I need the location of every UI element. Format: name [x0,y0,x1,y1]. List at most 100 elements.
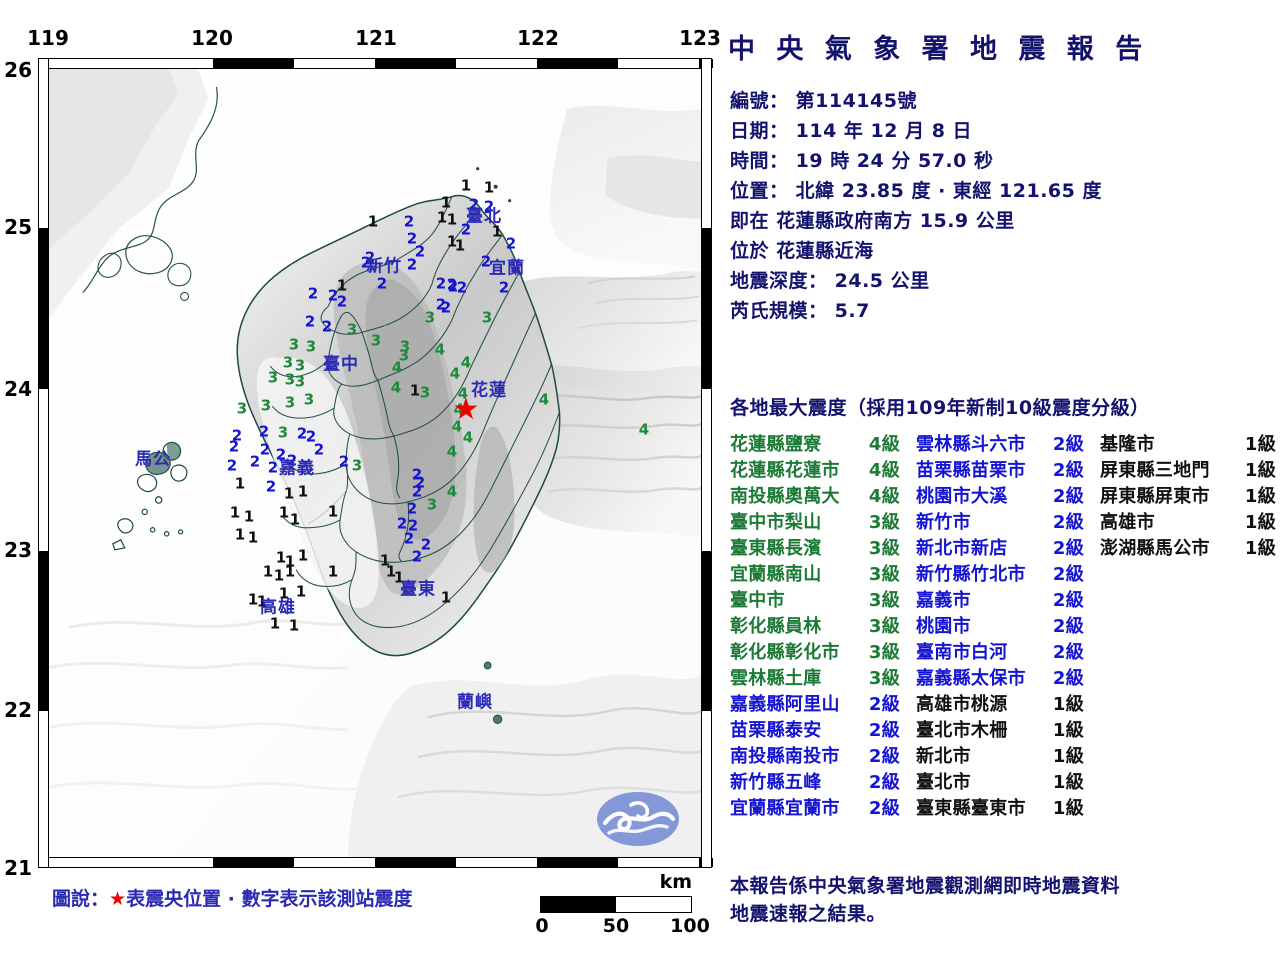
latitude-axis-labels: 26 25 24 23 22 21 [0,0,36,960]
intensity-row: 新北市 1級 [916,742,1100,768]
intensity-level: 3級 [868,512,900,533]
info-value-location: 北緯 23.85 度 · 東經 121.65 度 [795,180,1102,202]
intensity-level: 1級 [1052,746,1084,767]
info-label-relative: 即在 [730,210,770,232]
intensity-level: 3級 [868,538,900,559]
info-label-number: 編號： [730,90,789,112]
intensity-level: 3級 [868,642,900,663]
intensity-row: 雲林縣斗六市 2級 [916,430,1100,456]
intensity-level: 1級 [1052,720,1084,741]
lon-tick-122: 122 [517,26,559,50]
intensity-place: 嘉義市 [916,590,971,611]
info-value-time: 19 時 24 分 57.0 秒 [795,150,994,172]
intensity-place: 花蓮縣鹽寮 [730,434,822,455]
intensity-level: 3級 [868,668,900,689]
intensity-row: 新北市新店 2級 [916,534,1100,560]
intensity-level: 1級 [1052,694,1084,715]
intensity-section-title: 各地最大震度（採用109年新制10級震度分級） [730,397,1150,419]
intensity-place: 臺中市 [730,590,785,611]
intensity-row: 澎湖縣馬公市 1級 [1100,534,1280,560]
intensity-row: 屏東縣三地門 1級 [1100,456,1280,482]
intensity-place: 臺南市白河 [916,642,1008,663]
info-row-depth: 地震深度： 24.5 公里 [730,266,1278,296]
intensity-row: 臺北市 1級 [916,768,1100,794]
intensity-level: 2級 [1052,564,1084,585]
intensity-place: 新竹市 [916,512,971,533]
intensity-row: 宜蘭縣南山 3級 [730,560,916,586]
lat-tick-21: 21 [4,856,32,880]
info-row-number: 編號： 第114145號 [730,86,1278,116]
intensity-row: 臺東縣臺東市 1級 [916,794,1100,820]
info-value-magnitude: 5.7 [834,300,870,322]
intensity-row: 基隆市 1級 [1100,430,1280,456]
intensity-table: 花蓮縣鹽寮 4級 花蓮縣花蓮市 4級 南投縣奧萬大 4級 臺中市梨山 3級 臺東縣長濱 3級 宜蘭縣… [730,430,1280,820]
info-row-region: 位於 花蓮縣近海 [730,236,1278,266]
page-title: 中 央 氣 象 署 地 震 報 告 [728,34,1149,65]
info-label-depth: 地震深度： [730,270,828,292]
info-label-magnitude: 芮氏規模： [730,300,828,322]
report-panel: 中 央 氣 象 署 地 震 報 告 編號： 第114145號 日期： 114 年… [722,0,1280,960]
intensity-row: 宜蘭縣宜蘭市 2級 [730,794,916,820]
intensity-place: 苗栗縣泰安 [730,720,822,741]
intensity-row: 花蓮縣鹽寮 4級 [730,430,916,456]
intensity-place: 雲林縣斗六市 [916,434,1026,455]
intensity-place: 新竹縣五峰 [730,772,822,793]
intensity-level: 4級 [868,460,900,481]
intensity-row: 嘉義市 2級 [916,586,1100,612]
intensity-place: 苗栗縣苗栗市 [916,460,1026,481]
scalebar-tick-100: 100 [670,915,710,937]
intensity-level: 2級 [868,772,900,793]
info-row-location: 位置： 北緯 23.85 度 · 東經 121.65 度 [730,176,1278,206]
intensity-level: 1級 [1244,460,1276,481]
map-canvas[interactable] [49,69,701,857]
longitude-axis-labels: 119 120 121 122 123 [0,26,721,54]
intensity-level: 2級 [868,746,900,767]
scalebar-unit: km [659,871,692,893]
taiwan-map-graphic [49,69,701,857]
intensity-place: 基隆市 [1100,434,1155,455]
intensity-place: 南投縣南投市 [730,746,840,767]
intensity-column-2: 雲林縣斗六市 2級 苗栗縣苗栗市 2級 桃園市大溪 2級 新竹市 2級 新北市新店 2級 新竹縣竹北… [916,430,1100,820]
intensity-level: 3級 [868,616,900,637]
lat-tick-25: 25 [4,215,32,239]
intensity-level: 4級 [868,486,900,507]
intensity-row: 新竹縣五峰 2級 [730,768,916,794]
lat-tick-22: 22 [4,698,32,722]
intensity-row: 雲林縣土庫 3級 [730,664,916,690]
intensity-place: 花蓮縣花蓮市 [730,460,840,481]
map-caption: 圖說：★表震央位置 · 數字表示該測站震度 [52,884,413,911]
intensity-row: 臺北市木柵 1級 [916,716,1100,742]
scalebar-fill [541,897,616,912]
intensity-place: 臺北市木柵 [916,720,1008,741]
intensity-level: 1級 [1244,434,1276,455]
info-label-location: 位置： [730,180,789,202]
footer-line-1: 本報告係中央氣象署地震觀測網即時地震資料 [730,875,1121,897]
intensity-level: 1級 [1052,798,1084,819]
scalebar-tick-0: 0 [535,915,549,937]
intensity-place: 宜蘭縣宜蘭市 [730,798,840,819]
intensity-place: 桃園市 [916,616,971,637]
info-label-time: 時間： [730,150,789,172]
intensity-row: 屏東縣屏東市 1級 [1100,482,1280,508]
info-value-date: 114 年 12 月 8 日 [795,120,973,142]
intensity-level: 2級 [1052,590,1084,611]
intensity-row: 苗栗縣苗栗市 2級 [916,456,1100,482]
caption-star-icon: ★ [109,888,127,910]
intensity-level: 1級 [1244,486,1276,507]
intensity-level: 3級 [868,590,900,611]
intensity-place: 雲林縣土庫 [730,668,822,689]
info-row-date: 日期： 114 年 12 月 8 日 [730,116,1278,146]
caption-prefix: 圖說： [52,888,110,910]
intensity-level: 2級 [868,694,900,715]
intensity-place: 臺東縣臺東市 [916,798,1026,819]
intensity-row: 臺東縣長濱 3級 [730,534,916,560]
intensity-place: 高雄市 [1100,512,1155,533]
intensity-place: 新竹縣竹北市 [916,564,1026,585]
intensity-row: 桃園市大溪 2級 [916,482,1100,508]
intensity-place: 臺中市梨山 [730,512,822,533]
intensity-level: 2級 [868,798,900,819]
info-row-magnitude: 芮氏規模： 5.7 [730,296,1278,326]
info-label-region: 位於 [730,240,770,262]
intensity-row: 南投縣南投市 2級 [730,742,916,768]
info-label-date: 日期： [730,120,789,142]
